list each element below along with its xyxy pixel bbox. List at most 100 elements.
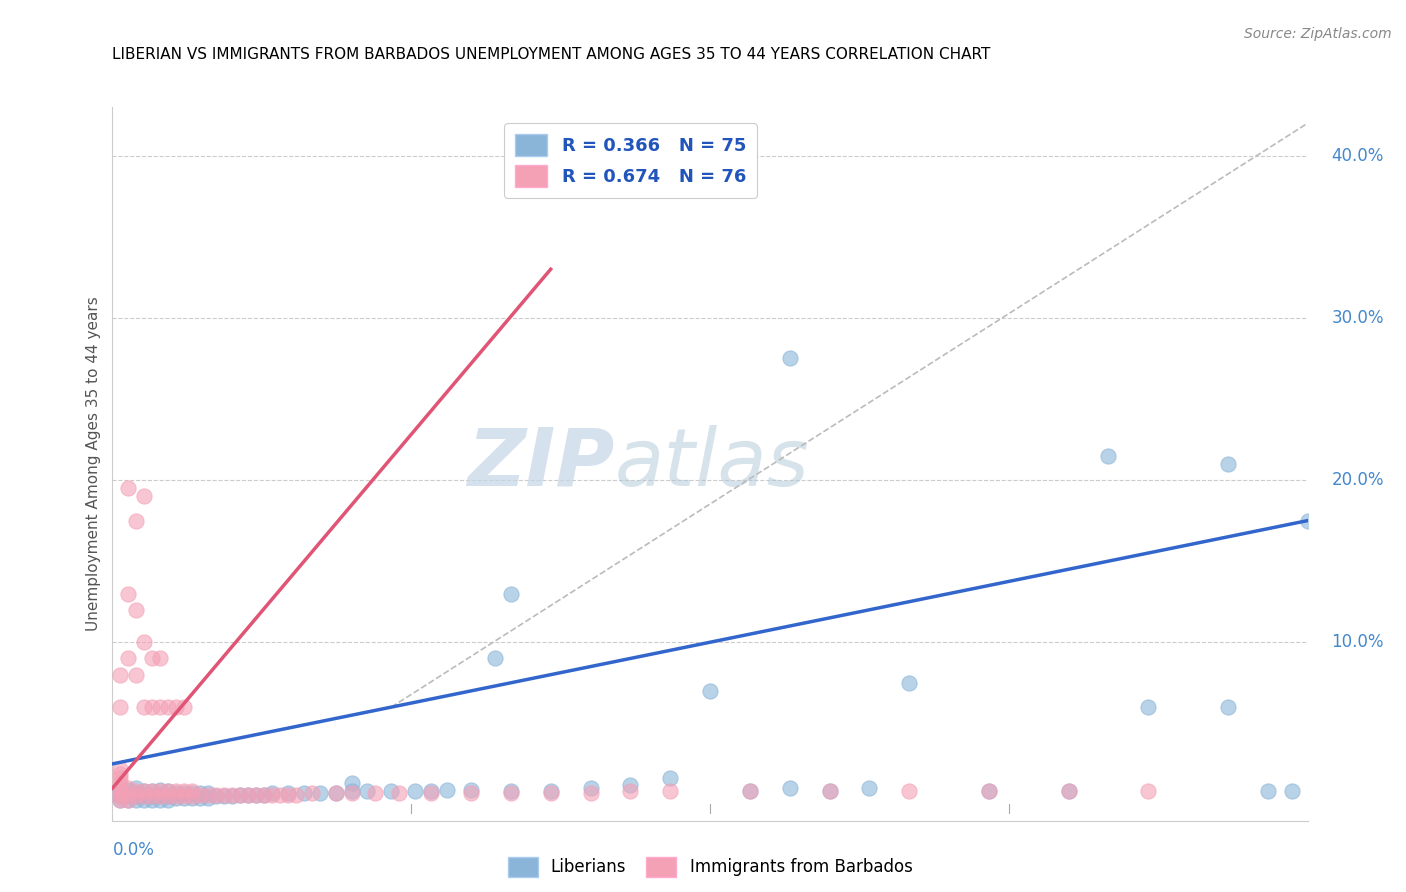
Point bbox=[110, 786, 132, 800]
Point bbox=[188, 788, 211, 802]
Point bbox=[117, 788, 139, 802]
Point bbox=[165, 791, 187, 805]
Point bbox=[117, 781, 139, 796]
Point bbox=[404, 784, 426, 798]
Point bbox=[277, 788, 299, 802]
Point bbox=[540, 786, 562, 800]
Point bbox=[484, 651, 506, 665]
Point bbox=[197, 791, 219, 805]
Point bbox=[277, 786, 299, 800]
Point bbox=[110, 789, 132, 804]
Point bbox=[117, 481, 139, 495]
Point bbox=[125, 514, 148, 528]
Point bbox=[149, 784, 172, 798]
Point bbox=[1216, 457, 1239, 471]
Point bbox=[125, 792, 148, 806]
Point bbox=[364, 786, 387, 800]
Point bbox=[141, 651, 163, 665]
Point bbox=[779, 351, 801, 366]
Point bbox=[356, 784, 378, 798]
Point bbox=[1216, 700, 1239, 714]
Point bbox=[197, 788, 219, 802]
Point bbox=[977, 784, 1000, 798]
Point bbox=[117, 586, 139, 600]
Point bbox=[117, 651, 139, 665]
Point bbox=[141, 789, 163, 804]
Point bbox=[173, 784, 195, 798]
Point bbox=[269, 788, 291, 802]
Point bbox=[420, 786, 443, 800]
Point bbox=[173, 791, 195, 805]
Point bbox=[181, 784, 204, 798]
Point bbox=[619, 778, 641, 792]
Point bbox=[858, 781, 880, 796]
Point bbox=[245, 788, 267, 802]
Point bbox=[117, 792, 139, 806]
Point bbox=[117, 782, 139, 797]
Point bbox=[165, 784, 187, 798]
Point bbox=[117, 792, 139, 806]
Point bbox=[149, 789, 172, 804]
Point bbox=[579, 781, 602, 796]
Point bbox=[236, 788, 259, 802]
Point bbox=[818, 784, 841, 798]
Point bbox=[1057, 784, 1080, 798]
Point bbox=[253, 788, 276, 802]
Text: 40.0%: 40.0% bbox=[1331, 146, 1384, 165]
Point bbox=[1257, 784, 1279, 798]
Point bbox=[340, 786, 363, 800]
Point bbox=[260, 786, 283, 800]
Text: Source: ZipAtlas.com: Source: ZipAtlas.com bbox=[1244, 27, 1392, 41]
Point bbox=[181, 786, 204, 800]
Point bbox=[157, 789, 180, 804]
Point bbox=[1296, 514, 1319, 528]
Point bbox=[738, 784, 761, 798]
Text: 0.0%: 0.0% bbox=[112, 840, 155, 859]
Point bbox=[188, 791, 211, 805]
Point bbox=[110, 667, 132, 681]
Point bbox=[134, 784, 156, 798]
Point bbox=[125, 603, 148, 617]
Point bbox=[460, 782, 482, 797]
Text: atlas: atlas bbox=[614, 425, 810, 503]
Point bbox=[110, 792, 132, 806]
Point bbox=[125, 667, 148, 681]
Point bbox=[149, 651, 172, 665]
Point bbox=[141, 784, 163, 798]
Point bbox=[141, 784, 163, 798]
Point bbox=[173, 786, 195, 800]
Point bbox=[141, 789, 163, 804]
Point bbox=[779, 781, 801, 796]
Point bbox=[301, 786, 323, 800]
Point bbox=[125, 786, 148, 800]
Point bbox=[134, 635, 156, 649]
Point bbox=[110, 766, 132, 780]
Point bbox=[212, 788, 235, 802]
Point bbox=[110, 772, 132, 786]
Point bbox=[125, 789, 148, 804]
Point bbox=[141, 792, 163, 806]
Point bbox=[212, 789, 235, 804]
Point bbox=[134, 789, 156, 804]
Point bbox=[460, 786, 482, 800]
Point bbox=[110, 784, 132, 798]
Point bbox=[110, 792, 132, 806]
Point bbox=[340, 784, 363, 798]
Point bbox=[221, 788, 243, 802]
Text: 30.0%: 30.0% bbox=[1331, 309, 1384, 326]
Point bbox=[221, 789, 243, 804]
Point bbox=[110, 700, 132, 714]
Point bbox=[436, 782, 458, 797]
Text: LIBERIAN VS IMMIGRANTS FROM BARBADOS UNEMPLOYMENT AMONG AGES 35 TO 44 YEARS CORR: LIBERIAN VS IMMIGRANTS FROM BARBADOS UNE… bbox=[112, 47, 991, 62]
Point bbox=[117, 788, 139, 802]
Point bbox=[110, 781, 132, 796]
Point bbox=[659, 784, 682, 798]
Point bbox=[420, 784, 443, 798]
Point bbox=[499, 786, 522, 800]
Point bbox=[292, 786, 315, 800]
Point bbox=[134, 784, 156, 798]
Point bbox=[134, 700, 156, 714]
Point bbox=[134, 792, 156, 806]
Point bbox=[284, 788, 307, 802]
Point bbox=[125, 781, 148, 796]
